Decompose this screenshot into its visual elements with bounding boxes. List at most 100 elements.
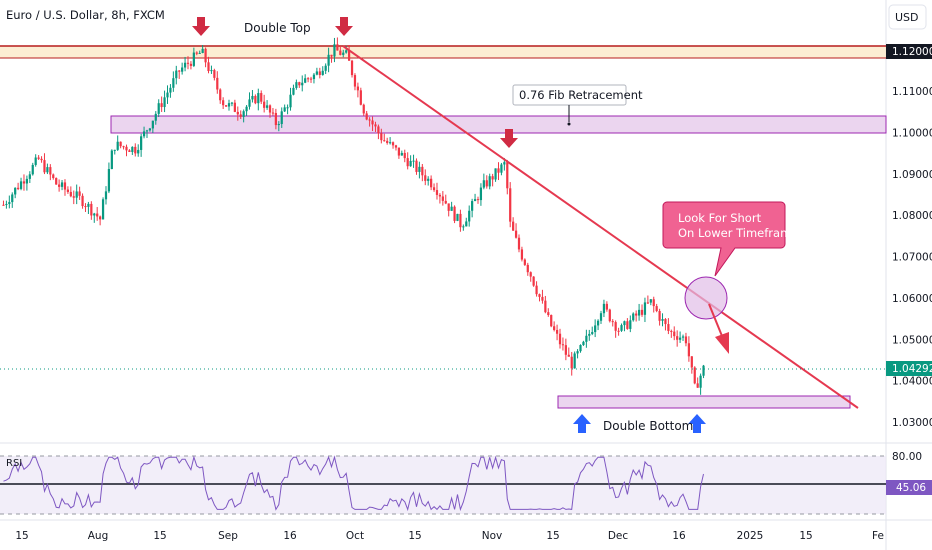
- candle-up: [87, 203, 90, 207]
- candle-down: [134, 146, 137, 154]
- candle-up: [473, 199, 477, 202]
- candle-down: [611, 321, 614, 323]
- currency-button[interactable]: [888, 4, 927, 30]
- candle-down: [380, 133, 383, 141]
- candle-down: [497, 168, 500, 173]
- candle-down: [550, 314, 553, 327]
- candle-down: [339, 50, 342, 55]
- candle-up: [283, 107, 286, 112]
- candle-up: [312, 74, 316, 80]
- candle-up: [482, 180, 485, 188]
- candle-up: [280, 111, 283, 125]
- candle-up: [400, 152, 403, 156]
- candle-up: [101, 199, 105, 220]
- candle-down: [78, 191, 81, 196]
- candle-down: [37, 157, 40, 159]
- down-trendline[interactable]: [342, 45, 859, 409]
- candle-up: [169, 87, 172, 93]
- candle-down: [520, 249, 524, 260]
- price-tick-label: 1.08000: [892, 210, 932, 222]
- candle-down: [394, 145, 398, 148]
- candle-up: [479, 187, 483, 201]
- candle-down: [195, 52, 198, 54]
- candle-down: [526, 264, 529, 273]
- candle-up: [576, 351, 579, 354]
- candle-up: [11, 194, 14, 203]
- time-axis[interactable]: 15 Aug 15 Sep 16 Oct 15 Nov 15 Dec 16 2025 15 Fe: [15, 530, 884, 542]
- candle-up: [321, 70, 324, 75]
- rsi-line: [3, 455, 704, 512]
- candle-up: [5, 203, 8, 205]
- candle-down: [274, 112, 277, 126]
- candle-down: [664, 319, 667, 325]
- time-tick-label: 15: [15, 530, 28, 542]
- candle-up: [345, 50, 348, 53]
- candle-up: [462, 226, 465, 228]
- candle-up: [292, 87, 295, 95]
- candle-up: [579, 345, 582, 352]
- candle-up: [389, 142, 392, 144]
- candle-down: [356, 86, 360, 91]
- arrow-down-right-icon: [708, 303, 729, 354]
- candle-down: [397, 147, 401, 156]
- callout-bubble[interactable]: [662, 201, 786, 277]
- candlestick-series: [2, 37, 705, 395]
- candle-up: [14, 187, 17, 195]
- rsi-upper-label: 80.00: [892, 451, 922, 463]
- candle-down: [2, 204, 5, 206]
- rsi-band: [0, 456, 886, 514]
- candle-up: [699, 375, 702, 388]
- candle-up: [142, 131, 146, 137]
- candle-up: [154, 113, 157, 121]
- candle-down: [523, 259, 526, 265]
- candle-down: [365, 113, 368, 120]
- candle-down: [415, 160, 418, 172]
- candle-down: [224, 105, 228, 107]
- candle-down: [567, 354, 570, 357]
- candle-down: [658, 311, 661, 321]
- candle-up: [151, 120, 154, 129]
- support-zone[interactable]: [557, 395, 851, 409]
- candle-up: [591, 332, 594, 334]
- fib-label-box[interactable]: [512, 84, 627, 126]
- candle-up: [620, 325, 623, 331]
- price-tick-label: 1.05000: [892, 334, 932, 346]
- candle-up: [60, 182, 64, 187]
- candle-up: [304, 78, 307, 83]
- candle-down: [374, 124, 377, 127]
- candle-up: [585, 335, 588, 342]
- price-tick-label: 1.10000: [892, 127, 932, 139]
- candle-up: [277, 124, 280, 126]
- candle-down: [555, 329, 559, 334]
- candle-down: [22, 181, 26, 184]
- time-tick-label: Oct: [346, 530, 364, 542]
- candle-down: [336, 44, 339, 51]
- candle-up: [28, 174, 31, 179]
- time-tick-label: 16: [672, 530, 686, 542]
- candle-down: [347, 50, 351, 61]
- candle-up: [503, 162, 506, 165]
- rsi-value-label: 45.06: [896, 482, 926, 494]
- price-axis[interactable]: 1.11000 1.10000 1.09000 1.08000 1.07000 1.060…: [892, 86, 932, 429]
- candle-up: [678, 337, 682, 340]
- candle-up: [418, 166, 421, 172]
- callout-line2: On Lower Timeframe: [678, 226, 798, 240]
- candle-down: [125, 146, 128, 151]
- arrow-up-icon: [688, 414, 706, 433]
- candle-down: [69, 191, 72, 197]
- candle-down: [350, 60, 354, 76]
- candle-up: [8, 202, 11, 204]
- fib-retracement-zone[interactable]: [110, 115, 887, 134]
- candle-down: [438, 194, 442, 197]
- price-tick-label: 1.11000: [892, 86, 932, 98]
- candle-up: [251, 95, 254, 100]
- candle-up: [465, 221, 468, 227]
- symbol-title: Euro / U.S. Dollar, 8h, FXCM: [6, 8, 165, 22]
- candle-down: [684, 336, 688, 344]
- candle-down: [491, 176, 494, 180]
- candle-down: [66, 189, 70, 192]
- candle-up: [163, 97, 166, 108]
- candle-down: [213, 70, 216, 78]
- candle-up: [643, 302, 647, 315]
